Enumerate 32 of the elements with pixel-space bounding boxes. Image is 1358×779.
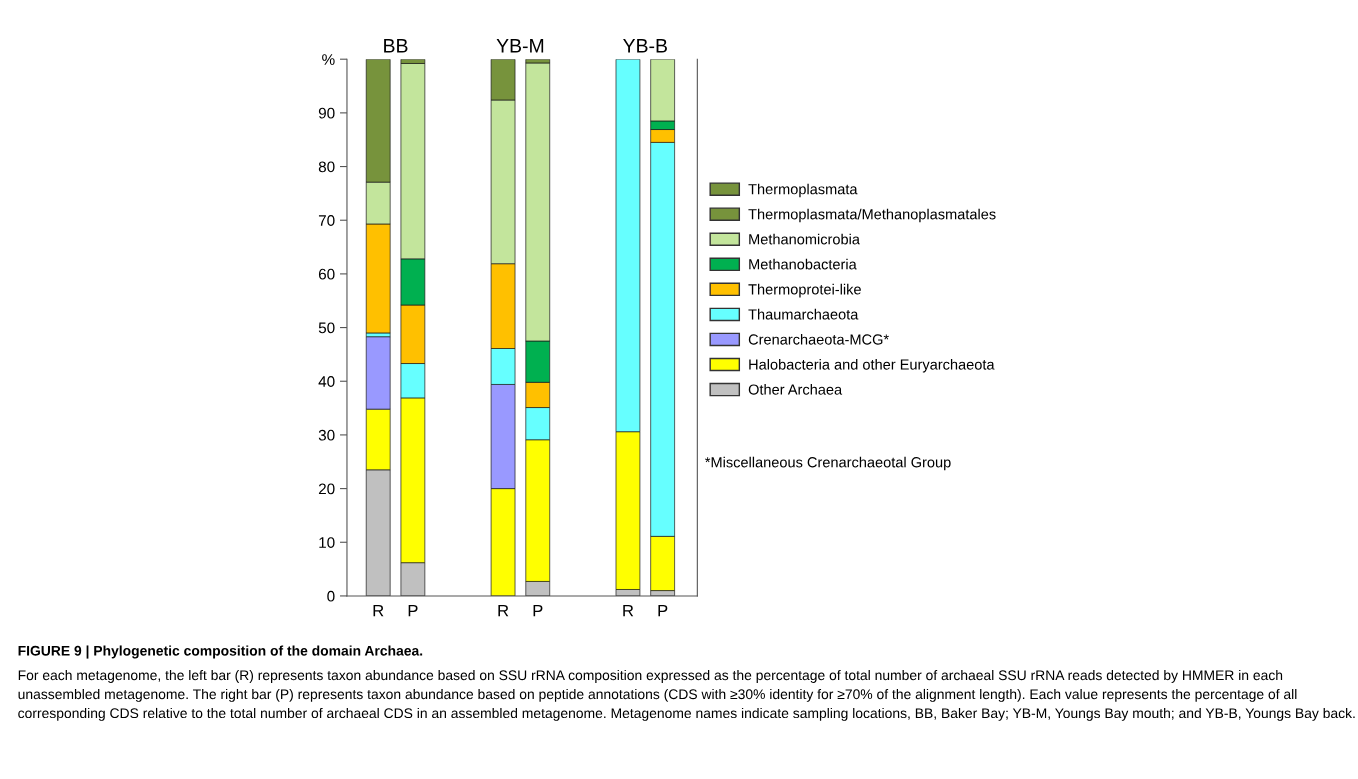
text: For each metagenome, the left bar (R) represents taxon abundance based on SSU rRNA composition expressed as the percentage of total number of archaeal SSU rRNA reads detected by HMMER in each unassembled metagenome. The right bar (P) represents taxon abundance based on peptide annotations (CDS with ≥30% identity for ≥70% of the alignment length). Each value represents the percentage of all corresponding CDS relative to the total number of archaeal CDS in an assembled metagenome. Metagenome names indicate sampling locations, BB, Baker Bay; YB-M, Youngs Bay mouth; and YB-B, Youngs Bay back. [18,669,1355,721]
y-tick-label: 30 [318,429,335,441]
legend-label: Thaumarchaeota [748,308,859,320]
text: *Miscellaneous Crenarchaeotal Group [705,456,951,471]
legend-label: Crenarchaeota-MCG* [748,333,889,345]
y-tick-label: 0 [327,590,335,602]
legend-label: Halobacteria and other Euryarchaeota [749,358,995,373]
caption: FIGURE 9 | Phylogenetic composition of the domain Archaea. [18,645,423,659]
x-tick-label: R [498,604,509,617]
x-tick-label: R [623,604,634,617]
legend-label: Thermoprotei-like [748,283,861,298]
legend-label: Other Archaea [748,384,843,395]
y-tick-label: 10 [319,537,335,548]
text: BB [384,39,408,53]
y-tick-label: 40 [318,376,335,387]
y-tick-label: % [322,54,335,65]
y-tick-label: 20 [318,483,335,495]
text: YB-B [623,39,667,53]
x-tick-label: P [658,604,668,617]
y-tick-label: 70 [318,215,335,226]
legend-label: Thermoplasmata/Methanoplasmatales [748,208,996,223]
x-tick-label: P [533,604,543,617]
y-tick-label: 60 [318,268,335,280]
x-tick-label: P [408,604,418,617]
y-tick-label: 50 [318,322,335,334]
legend-label: Methanobacteria [749,258,857,270]
text: YB-M [496,39,544,53]
legend-label: Methanomicrobia [749,233,860,245]
y-tick-label: 80 [318,161,335,173]
legend-label: Thermoplasmata [748,183,858,198]
y-tick-label: 90 [318,107,335,119]
x-tick-label: R [373,604,384,617]
